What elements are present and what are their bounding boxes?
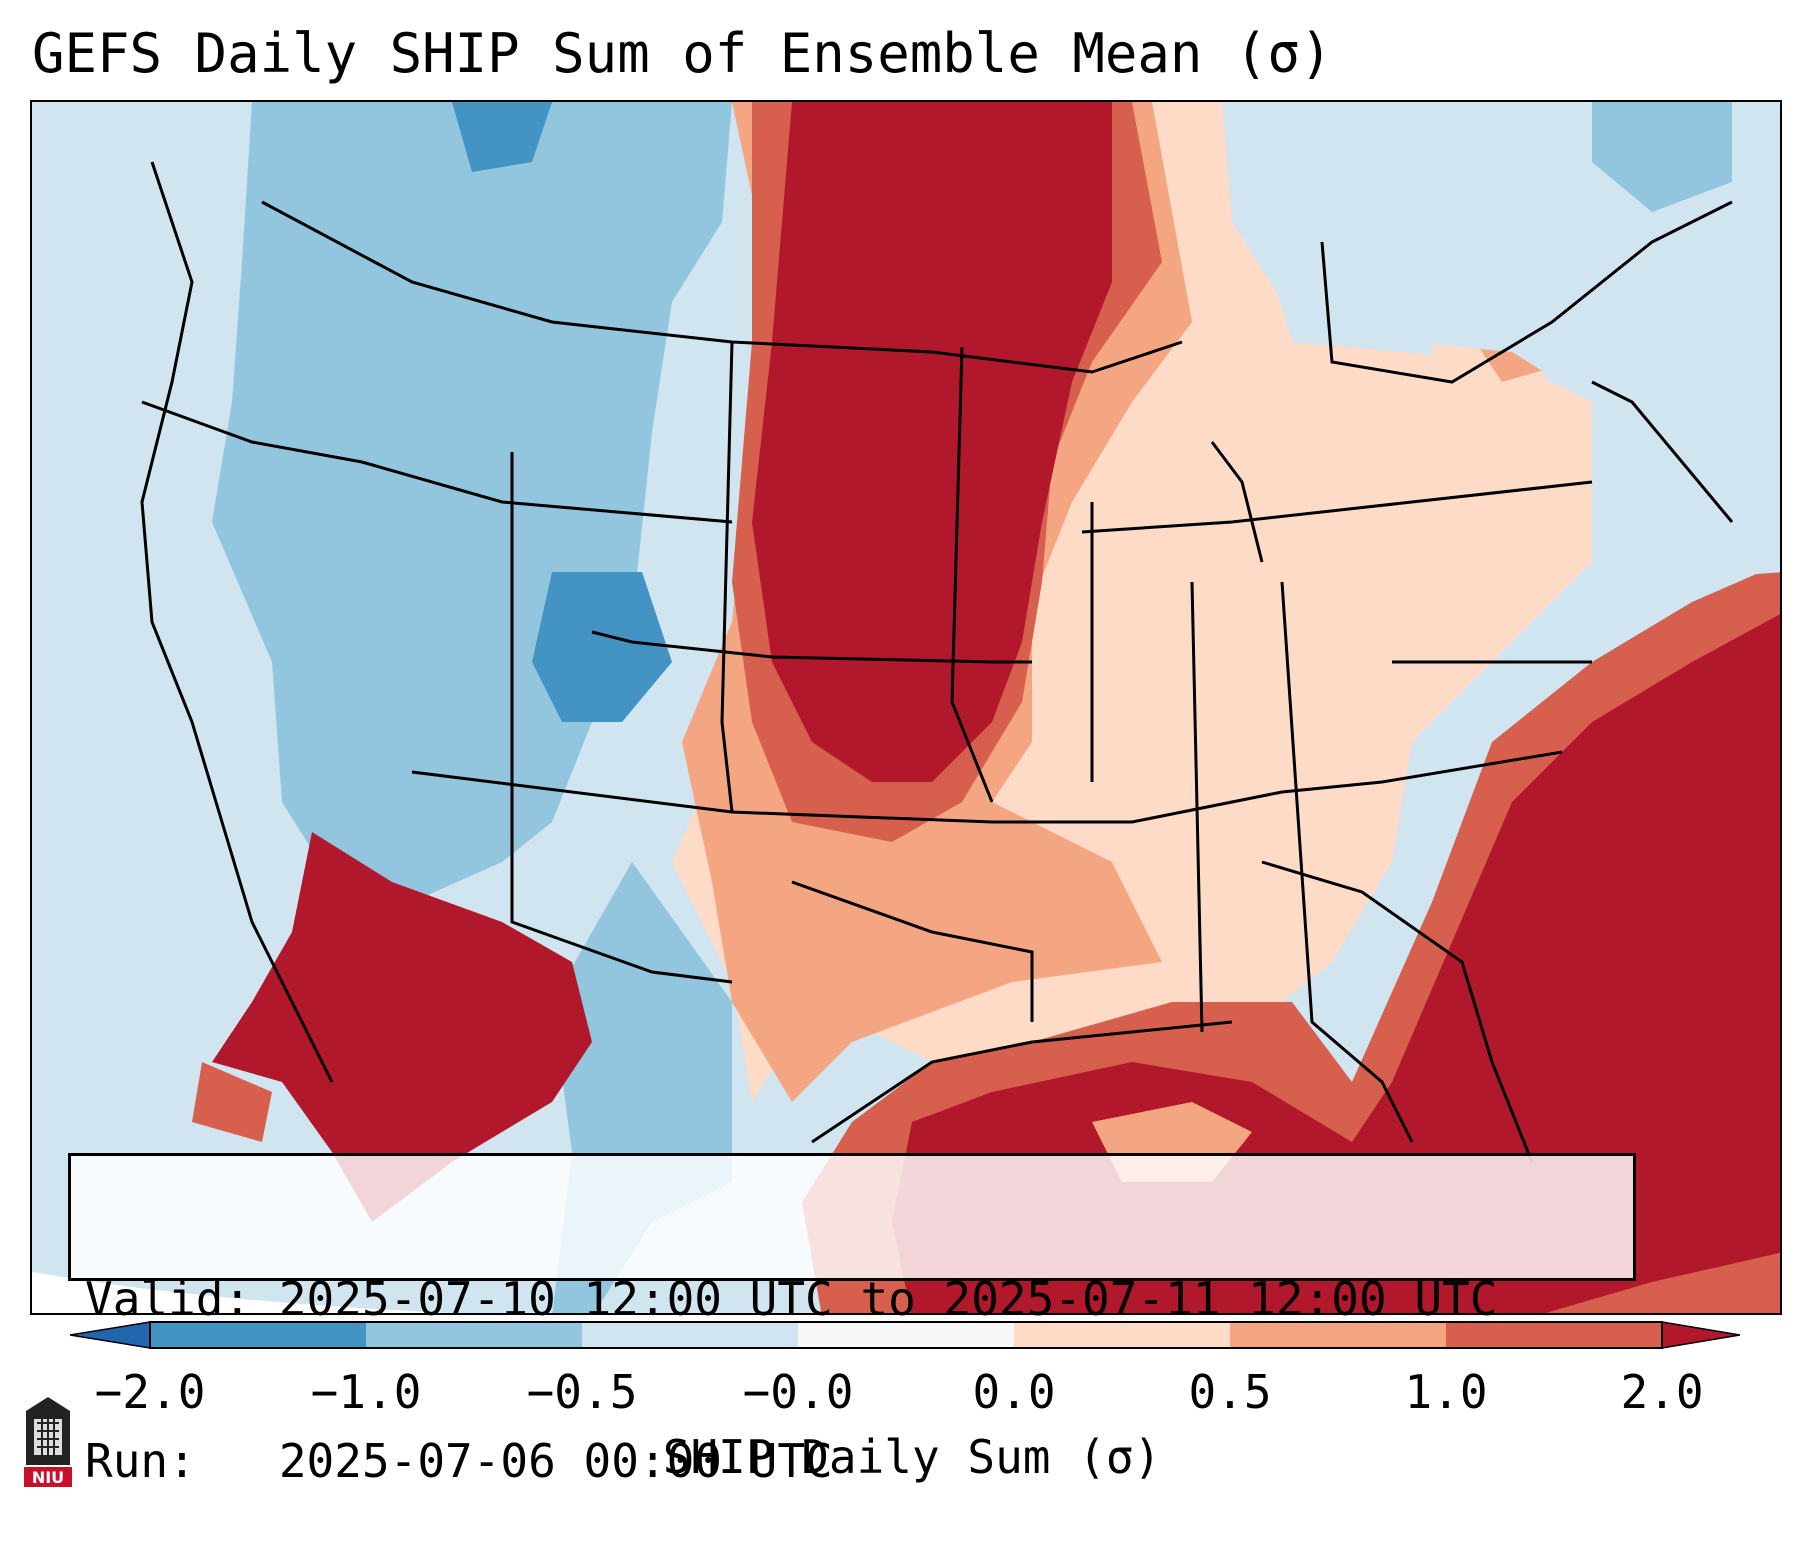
colorbar xyxy=(70,1321,1740,1349)
valid-time-line: Valid: 2025-07-10 12:00 UTC to 2025-07-1… xyxy=(85,1272,1498,1326)
region-labrador-negative xyxy=(1592,102,1732,212)
region-montana-strong-negative xyxy=(452,102,552,172)
colorbar-bin-4 xyxy=(798,1322,1014,1348)
colorbar-bin-3 xyxy=(582,1322,798,1348)
niu-logo-icon: NIU xyxy=(24,1397,72,1487)
region-mexico-dark-red xyxy=(212,832,592,1222)
colorbar-over-arrow xyxy=(1661,1321,1740,1349)
colorbar-tick-label: 0.5 xyxy=(1188,1365,1272,1419)
colorbar-bin-1 xyxy=(150,1322,366,1348)
colorbar-outline xyxy=(149,1321,1663,1349)
svg-text:NIU: NIU xyxy=(32,1468,64,1487)
off-projection-corner xyxy=(32,1272,450,1313)
chart-title: GEFS Daily SHIP Sum of Ensemble Mean (σ) xyxy=(32,22,1333,85)
region-northeast-light-negative xyxy=(1222,102,1780,582)
colorbar-tick-label: −0.0 xyxy=(742,1365,854,1419)
colorbar-tick-label: −2.0 xyxy=(94,1365,206,1419)
coastline-borders xyxy=(140,161,1734,1163)
colorbar-bin-5 xyxy=(1014,1322,1230,1348)
colorbar-label: SHIP Daily Sum (σ) xyxy=(662,1430,1162,1484)
colorbar-tick-label: 2.0 xyxy=(1620,1365,1704,1419)
colorbar-bin-2 xyxy=(366,1322,582,1348)
colorbar-bin-7 xyxy=(1446,1322,1662,1348)
run-time-line: Run: 2025-07-06 00:00 UTC xyxy=(85,1434,833,1488)
colorbar-tick-label: −1.0 xyxy=(310,1365,422,1419)
colorbar-tick-label: 0.0 xyxy=(972,1365,1056,1419)
map-panel xyxy=(30,100,1782,1315)
region-baja-redorange xyxy=(192,1062,272,1142)
colorbar-tick-label: −0.5 xyxy=(526,1365,638,1419)
validity-info-box: Valid: 2025-07-10 12:00 UTC to 2025-07-1… xyxy=(68,1153,1636,1488)
region-plains-dark-red xyxy=(752,102,1112,782)
colorbar-under-arrow xyxy=(70,1321,151,1349)
colorbar-bin-6 xyxy=(1230,1322,1446,1348)
region-west-negative xyxy=(212,102,732,902)
region-colorado-strong-negative xyxy=(532,572,672,722)
anomaly-map xyxy=(32,102,1780,1313)
colorbar-tick-label: 1.0 xyxy=(1404,1365,1488,1419)
